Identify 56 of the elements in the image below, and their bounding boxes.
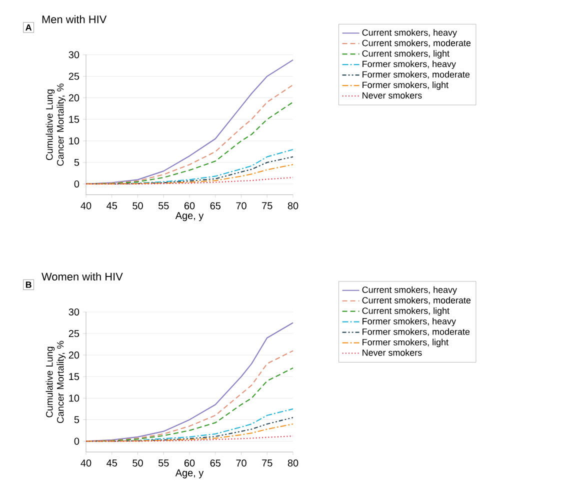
y-axis-title: Cumulative Lung Cancer Mortality, % [46,84,66,166]
y-tick-label: 15 [69,116,80,123]
legend-label: Never smokers [362,349,422,356]
y-tick-label: 10 [69,394,80,402]
line-series [85,423,294,442]
y-tick-label: 5 [74,158,80,166]
y-tick-label: 25 [68,72,80,80]
legend-label: Former smokers, light [362,338,448,348]
legend-label: Former smokers, light [362,82,448,90]
legend-label: Former smokers, moderate [362,71,470,79]
legend-label: Current smokers, moderate [362,296,471,305]
legend-label: Current smokers, light [362,50,450,58]
x-tick-label: 70 [236,202,246,210]
x-tick-label: 50 [132,202,143,210]
y-tick-label: 20 [68,352,80,359]
legend-label: Current smokers, light [362,307,450,316]
line-series [85,164,294,185]
x-tick-label: 55 [158,202,169,210]
legend-label: Former smokers, heavy [362,60,456,69]
y-tick-label: 30 [68,51,80,58]
x-tick-label: 75 [262,460,272,466]
legend-label: Former smokers, heavy [362,318,456,326]
x-tick-label: 75 [262,202,272,210]
y-tick-label: 10 [69,137,80,144]
x-tick-label: 40 [80,202,92,210]
y-axis-title: Cumulative Lung Cancer Mortality, % [46,340,66,423]
x-tick-label: 40 [80,460,92,467]
x-axis-title: Age, y [175,469,204,478]
legend-label: Current smokers, heavy [362,29,457,38]
x-tick-label: 70 [236,460,246,467]
x-tick-label: 60 [184,202,195,210]
chart-title: Men with HIV [42,15,107,24]
y-tick-label: 30 [68,308,80,316]
chart-title: Women with HIV [42,272,123,280]
legend-label: Current smokers, heavy [362,286,457,295]
x-tick-label: 80 [288,202,298,210]
y-tick-label: 5 [74,416,80,424]
y-tick-label: 20 [68,94,80,102]
text: A [26,24,32,31]
x-tick-label: 65 [210,460,220,467]
y-tick-label: 25 [68,330,80,338]
y-tick-label: 15 [69,373,80,380]
x-tick-label: 65 [210,202,220,210]
x-tick-label: 55 [158,460,169,466]
legend-label: Former smokers, moderate [362,328,470,336]
x-tick-label: 60 [184,460,195,467]
y-tick-label: 0 [74,180,80,188]
x-tick-label: 50 [132,460,143,467]
text: B [26,282,32,288]
legend-label: Never smokers [362,92,422,99]
y-tick-label: 0 [74,438,80,445]
x-tick-label: 80 [288,460,298,467]
x-axis-title: Age, y [175,212,204,222]
x-tick-label: 45 [106,202,117,210]
x-tick-label: 45 [106,460,117,466]
legend-label: Current smokers, moderate [362,40,471,48]
